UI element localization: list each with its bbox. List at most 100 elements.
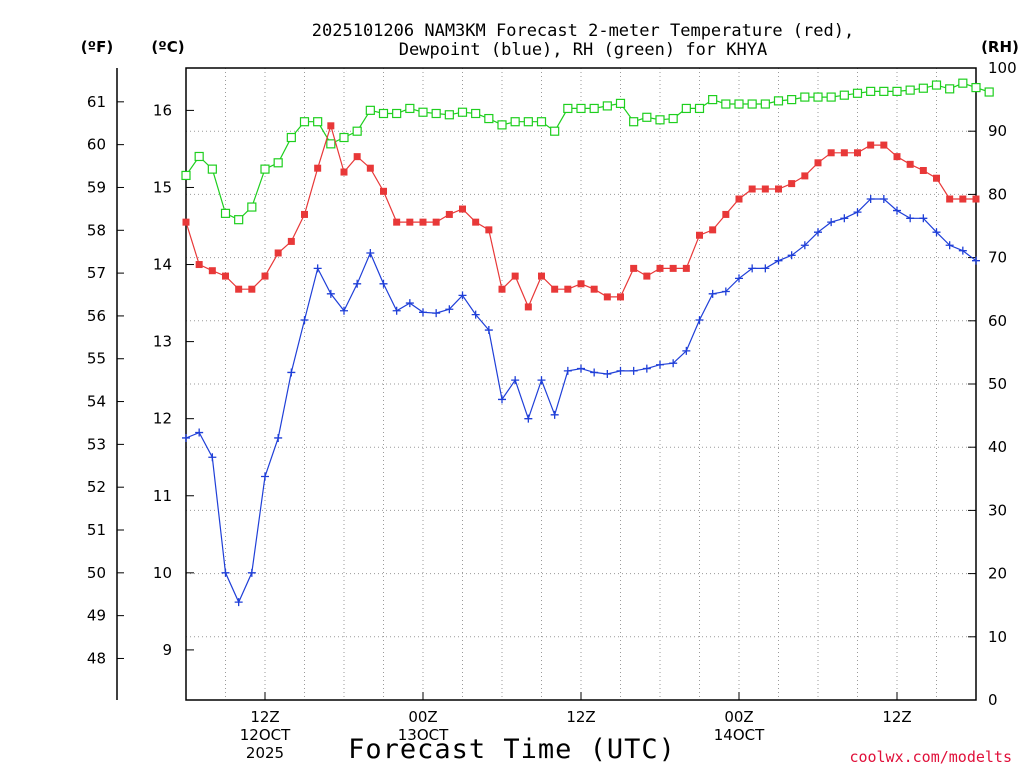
fahrenheit-tick-label: 56 bbox=[87, 307, 106, 325]
rh-point bbox=[984, 87, 994, 97]
rh-point bbox=[642, 112, 652, 122]
rh-point bbox=[392, 108, 402, 119]
dewpoint-point bbox=[919, 214, 928, 223]
dewpoint-point bbox=[537, 376, 546, 385]
rh-point bbox=[550, 126, 560, 136]
dewpoint-point bbox=[432, 309, 441, 318]
fahrenheit-tick-label: 59 bbox=[87, 178, 106, 196]
rh-point bbox=[931, 80, 942, 90]
rh-tick-label: 90 bbox=[988, 122, 1007, 140]
rh-point bbox=[879, 86, 889, 96]
temperature-point bbox=[775, 185, 782, 193]
temperature-point bbox=[788, 180, 796, 188]
temperature-point bbox=[893, 153, 901, 161]
dewpoint-point bbox=[577, 364, 585, 373]
rh-point bbox=[918, 83, 928, 93]
dewpoint-point bbox=[313, 264, 322, 273]
dewpoint-point bbox=[906, 214, 915, 223]
temperature-point bbox=[669, 264, 677, 272]
dewpoint-point bbox=[405, 299, 414, 308]
fahrenheit-tick-label: 58 bbox=[87, 221, 106, 239]
dewpoint-point bbox=[511, 376, 520, 385]
dewpoint-point bbox=[445, 305, 454, 314]
time-tick-label: 12OCT bbox=[240, 726, 291, 744]
rh-point bbox=[681, 103, 691, 114]
temperature-point bbox=[472, 218, 480, 226]
rh-point bbox=[602, 101, 612, 111]
temperature-point bbox=[617, 293, 624, 301]
temperature-point bbox=[432, 218, 440, 226]
celsius-tick-label: 10 bbox=[153, 564, 172, 582]
rh-point bbox=[958, 78, 968, 88]
rh-point bbox=[260, 164, 270, 174]
time-tick-label: 13OCT bbox=[398, 726, 449, 744]
rh-point bbox=[471, 108, 481, 119]
rh-point bbox=[892, 86, 902, 96]
dewpoint-point bbox=[419, 308, 427, 317]
dewpoint-point bbox=[721, 287, 730, 296]
rh-point bbox=[655, 115, 665, 125]
rh-point bbox=[247, 202, 257, 212]
temperature-point bbox=[327, 122, 335, 130]
time-tick-label: 12Z bbox=[566, 708, 595, 726]
temperature-point bbox=[933, 174, 940, 182]
grid-lines bbox=[186, 68, 976, 700]
credit-link[interactable]: coolwx.com/modelts bbox=[849, 748, 1012, 766]
rh-point bbox=[629, 117, 639, 127]
dewpoint-point bbox=[972, 256, 980, 265]
rh-point bbox=[839, 90, 849, 100]
rh-point bbox=[615, 98, 626, 108]
fahrenheit-tick-label: 49 bbox=[87, 607, 106, 625]
fahrenheit-tick-label: 54 bbox=[87, 393, 106, 411]
fahrenheit-tick-label: 50 bbox=[87, 564, 106, 582]
dewpoint-point bbox=[458, 291, 467, 300]
dewpoint-point bbox=[274, 433, 283, 442]
temperature-point bbox=[590, 285, 598, 293]
dewpoint-point bbox=[932, 228, 941, 237]
rh-tick-label: 80 bbox=[988, 185, 1007, 203]
rh-point bbox=[444, 110, 454, 120]
rh-tick-label: 40 bbox=[988, 438, 1007, 456]
fahrenheit-tick-label: 57 bbox=[87, 264, 106, 282]
temperature-point bbox=[274, 249, 282, 257]
time-tick-label: 12Z bbox=[882, 708, 911, 726]
dewpoint-point bbox=[814, 228, 822, 237]
temperature-point bbox=[445, 210, 453, 218]
temperature-point bbox=[906, 160, 914, 168]
dewpoint-point bbox=[208, 453, 217, 462]
temperature-point bbox=[709, 226, 717, 234]
rh-point bbox=[484, 113, 494, 124]
rh-point bbox=[194, 151, 204, 162]
temperature-point bbox=[801, 172, 809, 180]
temperature-point bbox=[406, 218, 414, 226]
fahrenheit-tick-label: 52 bbox=[87, 478, 106, 496]
time-tick-label: 12Z bbox=[250, 708, 279, 726]
dewpoint-point bbox=[392, 306, 401, 315]
dewpoint-point bbox=[629, 366, 638, 375]
temperature-point bbox=[248, 285, 256, 293]
temperature-point bbox=[643, 272, 651, 280]
rh-point bbox=[181, 170, 191, 181]
time-tick-label: 14OCT bbox=[714, 726, 765, 744]
temperature-point bbox=[630, 264, 638, 272]
temperature-point bbox=[314, 164, 322, 172]
rh-series bbox=[181, 78, 994, 225]
rh-tick-label: 100 bbox=[988, 59, 1017, 77]
dewpoint-point bbox=[353, 279, 362, 288]
rh-tick-label: 60 bbox=[988, 312, 1007, 330]
rh-tick-label: 10 bbox=[988, 628, 1007, 646]
dewpoint-point bbox=[748, 264, 757, 273]
dewpoint-point bbox=[616, 366, 625, 375]
rh-point bbox=[352, 126, 362, 136]
temperature-point bbox=[380, 187, 387, 195]
rh-point bbox=[852, 88, 863, 98]
fahrenheit-tick-label: 53 bbox=[87, 435, 106, 453]
dewpoint-point bbox=[234, 598, 243, 607]
dewpoint-point bbox=[787, 251, 796, 260]
celsius-tick-label: 16 bbox=[153, 101, 172, 119]
rh-point bbox=[523, 117, 533, 127]
chart-title-line-2: Dewpoint (blue), RH (green) for KHYA bbox=[399, 40, 767, 60]
temperature-point bbox=[485, 226, 493, 234]
dewpoint-point bbox=[603, 369, 612, 378]
temperature-point bbox=[959, 195, 967, 203]
